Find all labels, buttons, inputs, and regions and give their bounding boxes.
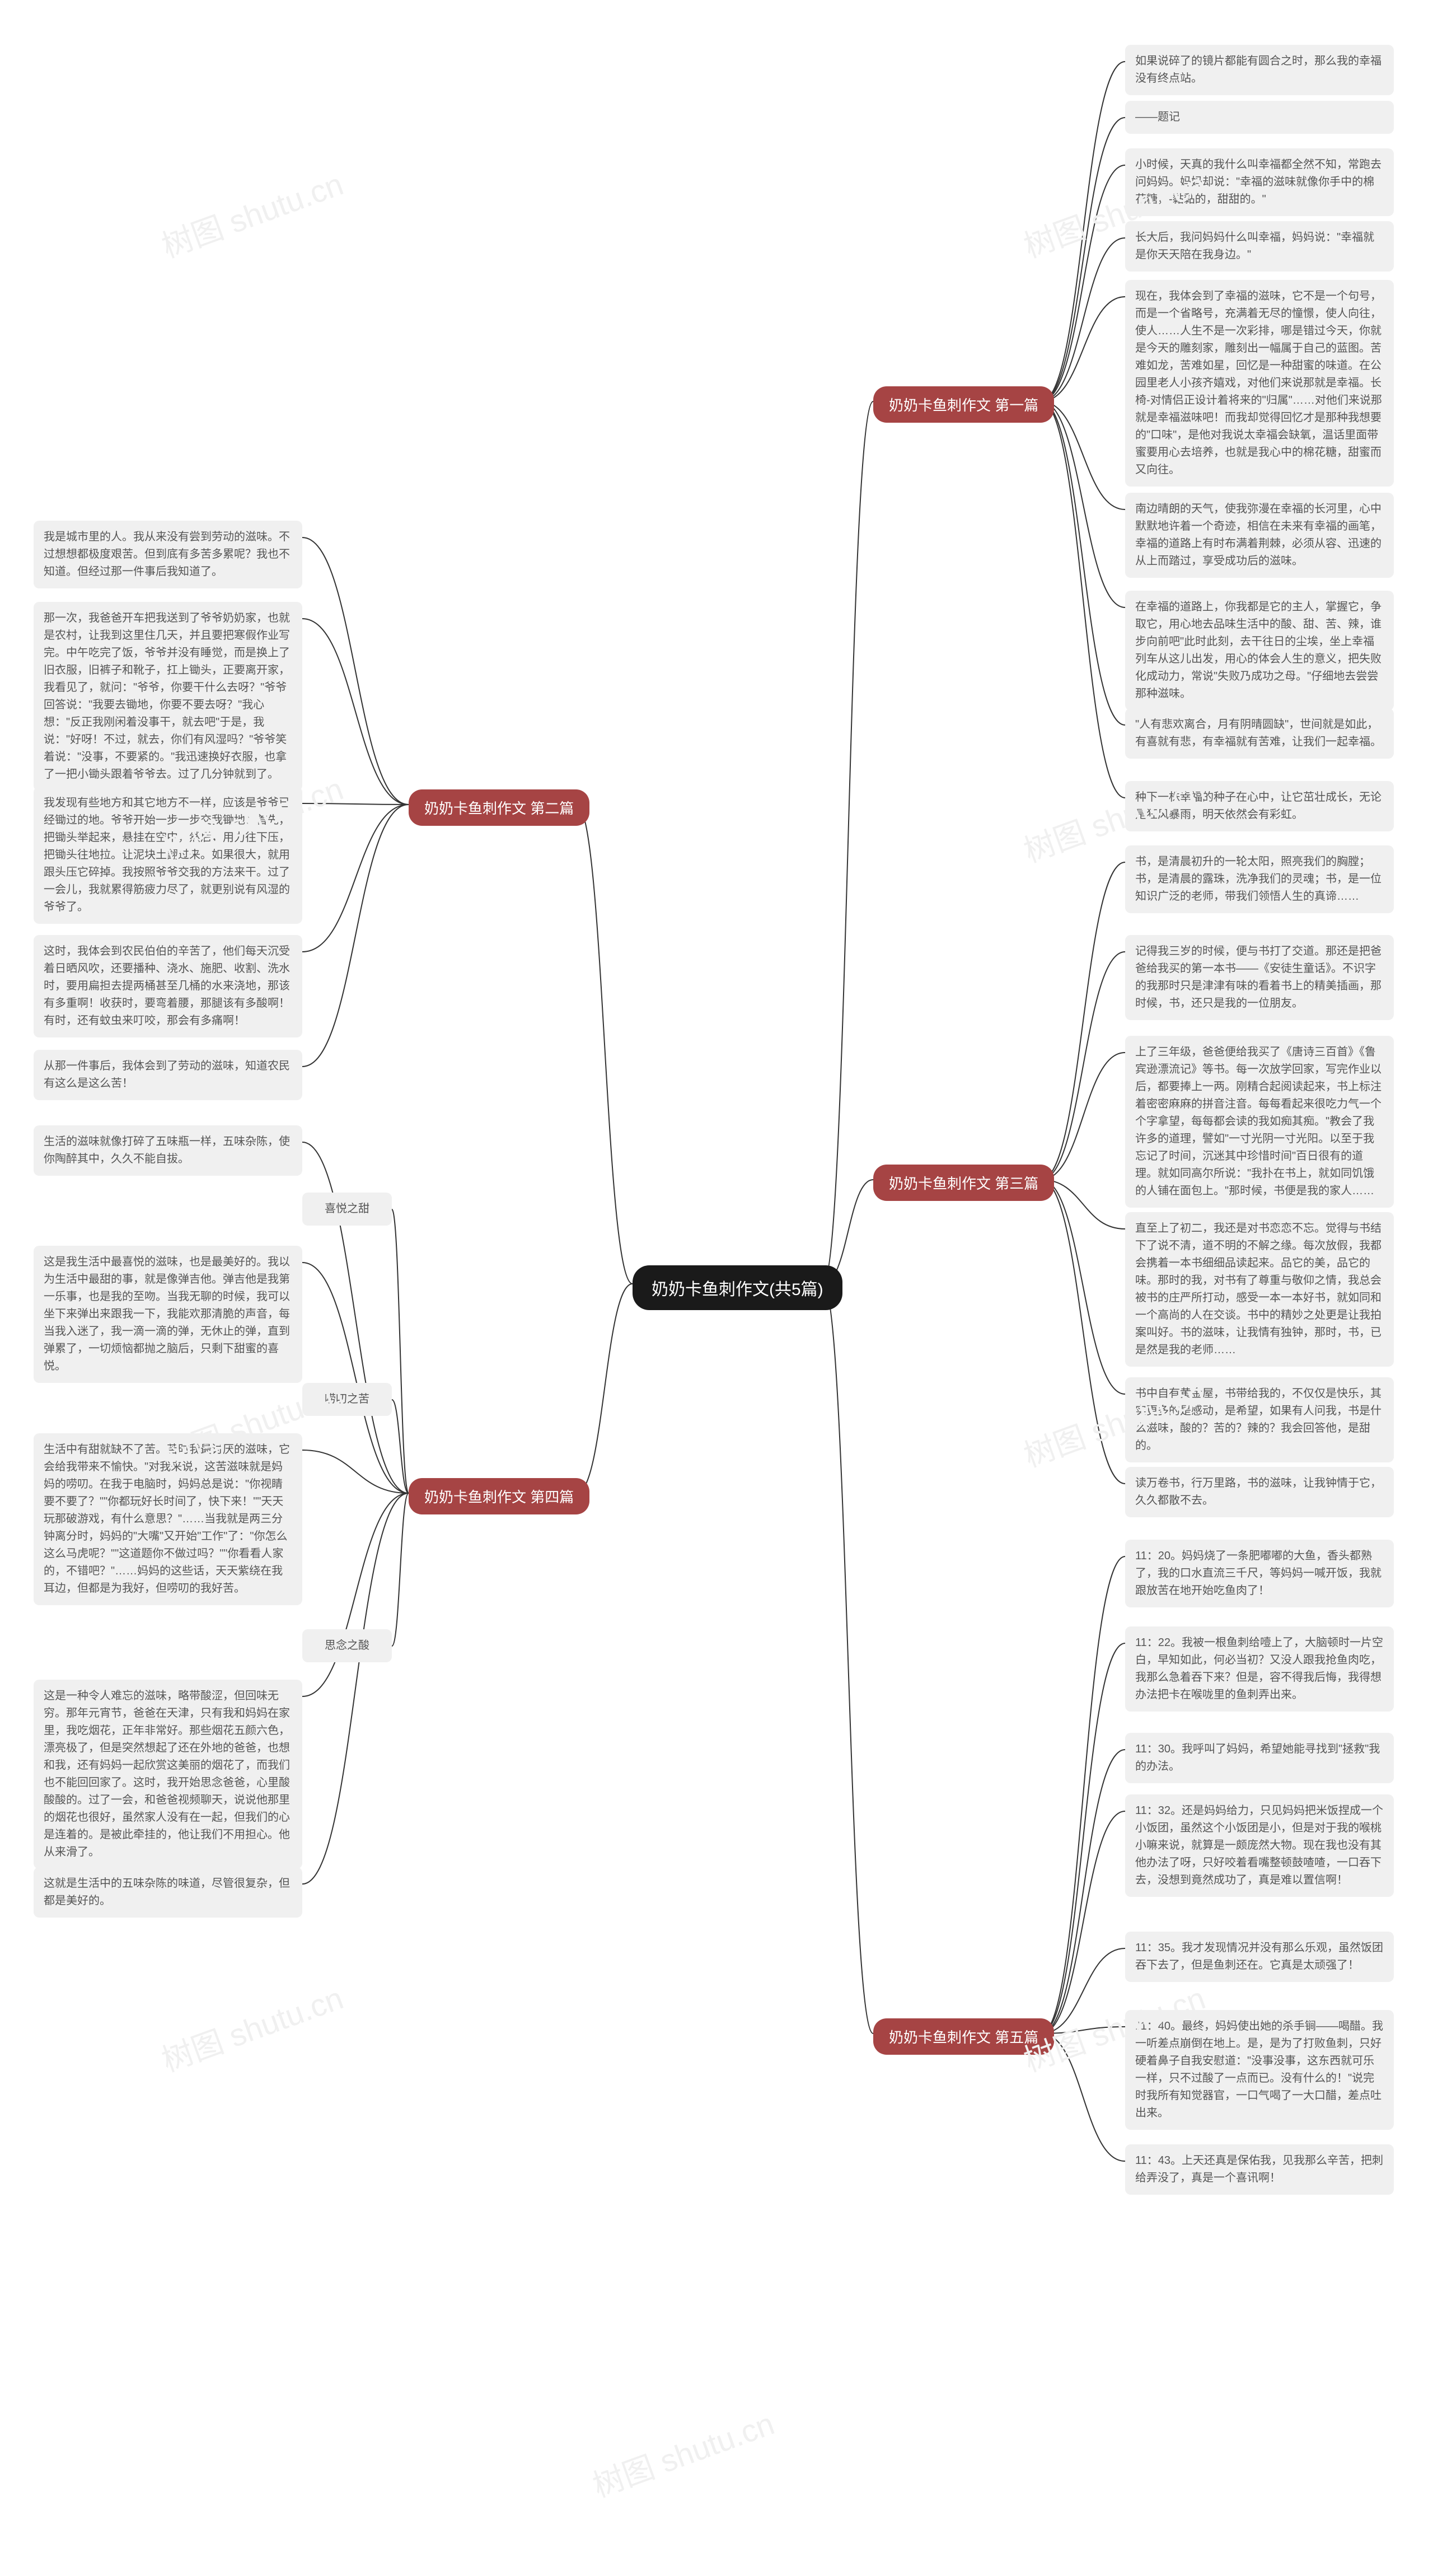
- leaf-node: 11：32。还是妈妈给力，只见妈妈把米饭捏成一个小饭团，虽然这个小饭团是小，但是…: [1125, 1794, 1394, 1897]
- center-label: 奶奶卡鱼刺作文(共5篇): [652, 1280, 823, 1299]
- watermark: 树图 shutu.cn: [586, 2399, 780, 2506]
- leaf-node: 11：40。最终，妈妈使出她的杀手锏——喝醋。我一听差点崩倒在地上。是，是为了打…: [1125, 2010, 1394, 2130]
- leaf-node: 思念之酸: [302, 1629, 392, 1662]
- leaf-node: 书中自有黄金屋，书带给我的，不仅仅是快乐，其实更多的是感动，是希望，如果有人问我…: [1125, 1377, 1394, 1462]
- leaf-node: 喜悦之甜: [302, 1193, 392, 1226]
- leaf-node: 直至上了初二，我还是对书恋恋不忘。觉得与书结下了说不清，道不明的不解之缘。每次放…: [1125, 1212, 1394, 1367]
- leaf-node: 小时候，天真的我什么叫幸福都全然不知，常跑去问妈妈。妈妈却说："幸福的滋味就像你…: [1125, 148, 1394, 216]
- leaf-node: 我发现有些地方和其它地方不一样，应该是爷爷已经锄过的地。爷爷开始一步一步交我锄地…: [34, 787, 302, 924]
- watermark: 树图 shutu.cn: [154, 159, 349, 267]
- branch-node: 奶奶卡鱼刺作文 第一篇: [873, 386, 1054, 423]
- leaf-node: 记得我三岁的时候，便与书打了交道。那还是把爸爸给我买的第一本书——《安徒生童话》…: [1125, 935, 1394, 1020]
- leaf-node: 生活中有甜就缺不了苦。苦时我最讨厌的滋味，它会给我带来不愉快。"对我来说，这苦滋…: [34, 1433, 302, 1605]
- leaf-node: 生活的滋味就像打碎了五味瓶一样，五味杂陈，使你陶醉其中，久久不能自拔。: [34, 1125, 302, 1176]
- leaf-node: 11：22。我被一根鱼刺给噎上了，大脑顿时一片空白，早知如此，何必当初？又没人跟…: [1125, 1626, 1394, 1712]
- leaf-node: 在幸福的道路上，你我都是它的主人，掌握它，争取它，用心地去品味生活中的酸、甜、苦…: [1125, 591, 1394, 710]
- leaf-node: 从那一件事后，我体会到了劳动的滋味，知道农民有这么是这么苦！: [34, 1050, 302, 1100]
- leaf-node: 种下一株幸福的种子在心中，让它茁壮成长，无论是狂风暴雨，明天依然会有彩虹。: [1125, 781, 1394, 831]
- leaf-node: "人有悲欢离合，月有阴晴圆缺"，世间就是如此，有喜就有悲，有幸福就有苦难，让我们…: [1125, 708, 1394, 759]
- leaf-node: 这是一种令人难忘的滋味，略带酸涩，但回味无穷。那年元宵节，爸爸在天津，只有我和妈…: [34, 1680, 302, 1869]
- leaf-node: ——题记: [1125, 101, 1394, 134]
- leaf-node: 上了三年级，爸爸便给我买了《唐诗三百首》《鲁宾逊漂流记》等书。每一次放学回家，写…: [1125, 1036, 1394, 1208]
- branch-node: 奶奶卡鱼刺作文 第二篇: [409, 789, 589, 826]
- leaf-node: 11：35。我才发现情况并没有那么乐观，虽然饭团吞下去了，但是鱼刺还在。它真是太…: [1125, 1932, 1394, 1982]
- leaf-node: 这是我生活中最喜悦的滋味，也是最美好的。我以为生活中最甜的事，就是像弹吉他。弹吉…: [34, 1246, 302, 1383]
- branch-node: 奶奶卡鱼刺作文 第三篇: [873, 1165, 1054, 1201]
- watermark: 树图 shutu.cn: [154, 1973, 349, 2081]
- leaf-node: 现在，我体会到了幸福的滋味，它不是一个句号，而是一个省略号，充满着无尽的憧憬，使…: [1125, 280, 1394, 487]
- leaf-node: 这时，我体会到农民伯伯的辛苦了，他们每天沉受着日晒风吹，还要播种、浇水、施肥、收…: [34, 935, 302, 1037]
- leaf-node: 这就是生活中的五味杂陈的味道，尽管很复杂，但都是美好的。: [34, 1867, 302, 1918]
- leaf-node: 读万卷书，行万里路，书的滋味，让我钟情于它，久久都散不去。: [1125, 1467, 1394, 1517]
- leaf-node: 书，是清晨初升的一轮太阳，照亮我们的胸膛；书，是清晨的露珠，洗净我们的灵魂；书，…: [1125, 845, 1394, 913]
- leaf-node: 长大后，我问妈妈什么叫幸福，妈妈说："幸福就是你天天陪在我身边。": [1125, 221, 1394, 272]
- leaf-node: 唠叨之苦: [302, 1383, 392, 1416]
- branch-node: 奶奶卡鱼刺作文 第五篇: [873, 2018, 1054, 2055]
- branch-node: 奶奶卡鱼刺作文 第四篇: [409, 1478, 589, 1514]
- leaf-node: 南边晴朗的天气，使我弥漫在幸福的长河里，心中默默地许着一个奇迹，相信在未来有幸福…: [1125, 493, 1394, 578]
- center-node: 奶奶卡鱼刺作文(共5篇): [633, 1265, 842, 1310]
- leaf-node: 那一次，我爸爸开车把我送到了爷爷奶奶家，也就是农村，让我到这里住几天，并且要把寒…: [34, 602, 302, 791]
- leaf-node: 11：30。我呼叫了妈妈，希望她能寻找到"拯救"我的办法。: [1125, 1733, 1394, 1783]
- leaf-node: 11：20。妈妈烧了一条肥嘟嘟的大鱼，香头都熟了，我的口水直流三千尺，等妈妈一喊…: [1125, 1540, 1394, 1607]
- leaf-node: 如果说碎了的镜片都能有圆合之时，那么我的幸福没有终点站。: [1125, 45, 1394, 95]
- leaf-node: 我是城市里的人。我从来没有尝到劳动的滋味。不过想想都极度艰苦。但到底有多苦多累呢…: [34, 521, 302, 588]
- leaf-node: 11：43。上天还真是保佑我，见我那么辛苦，把刺给弄没了，真是一个喜讯啊！: [1125, 2144, 1394, 2195]
